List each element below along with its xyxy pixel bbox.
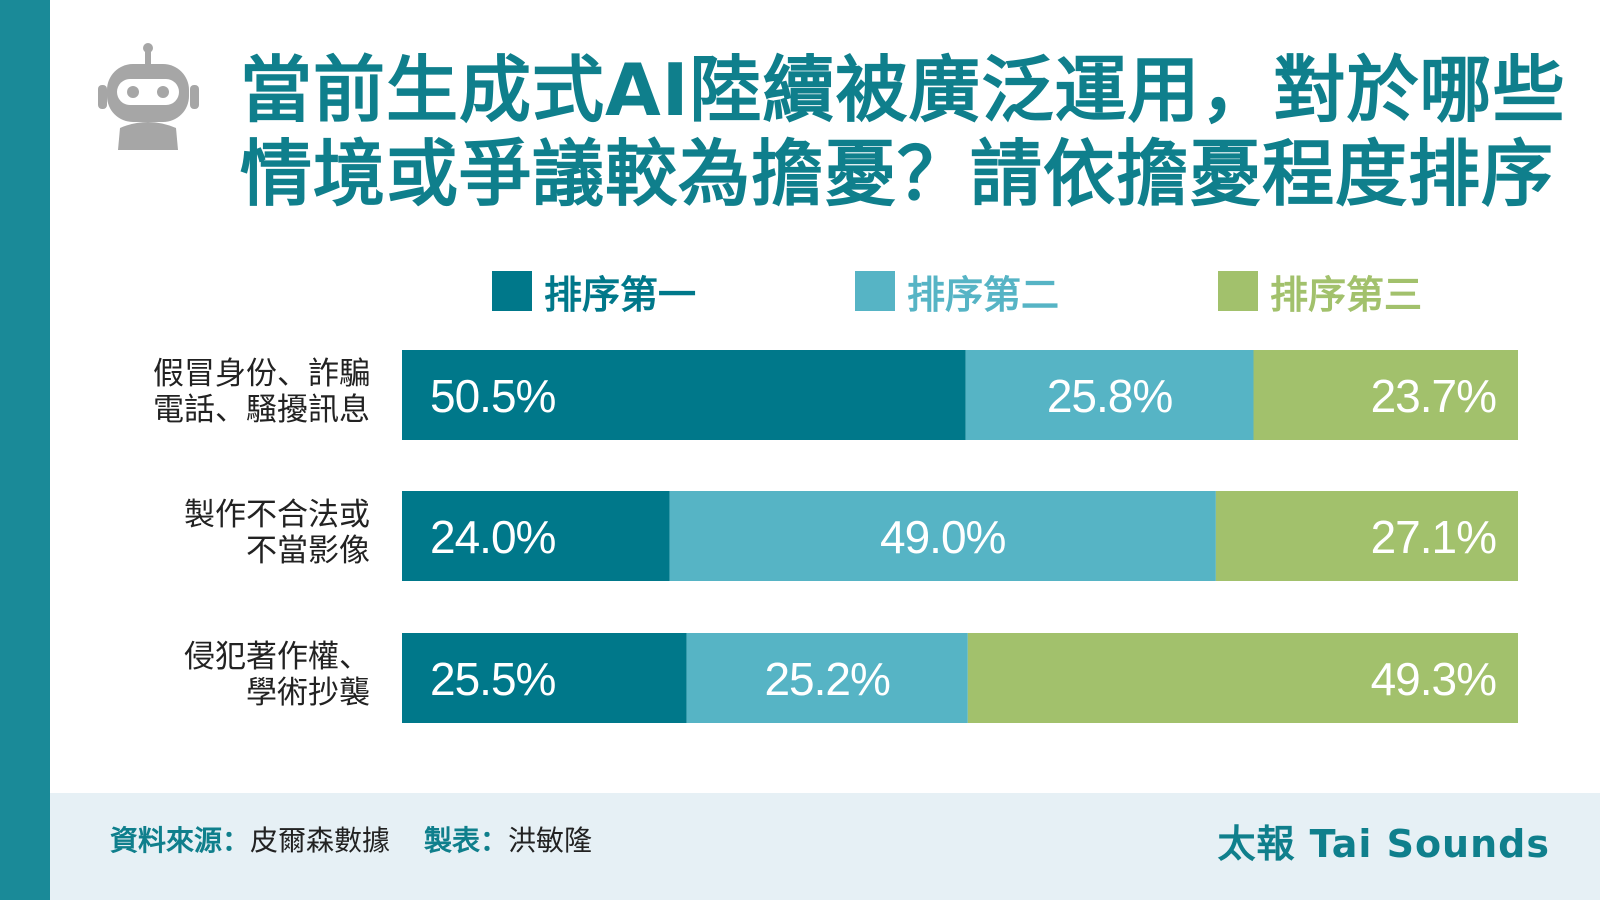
- data-label-r1-s2: 25.8%: [1047, 370, 1173, 422]
- category-label-r2-l1: 製作不合法或: [184, 497, 370, 533]
- bar-segment-r1-s1: [402, 350, 966, 440]
- data-label-r3-s3: 49.3%: [1371, 653, 1497, 705]
- data-label-r1-s1: 50.5%: [430, 370, 556, 422]
- source-value: 皮爾森數據: [250, 824, 391, 857]
- data-label-r2-s2: 49.0%: [880, 511, 1006, 563]
- source-label: 資料來源：: [110, 824, 251, 857]
- legend-label-rank2: 排序第二: [907, 272, 1060, 317]
- bar-segment-r2-s1: [402, 491, 670, 581]
- legend-swatch-rank1: [492, 271, 532, 311]
- footer-credits: 資料來源：皮爾森數據 製表：洪敏隆: [110, 819, 592, 859]
- bar-segment-r3-s3: [967, 633, 1518, 723]
- data-label-r3-s1: 25.5%: [430, 653, 556, 705]
- legend-item-rank2: 排序第二: [855, 268, 1059, 317]
- maker-label: 製表：: [424, 824, 509, 857]
- title-line-2: 情境或爭議較為擔憂？請依擔憂程度排序: [240, 132, 1555, 216]
- legend-swatch-rank2: [855, 271, 895, 311]
- page-title: 當前生成式AI陸續被廣泛運用，對於哪些 情境或爭議較為擔憂？請依擔憂程度排序: [240, 48, 1570, 216]
- chart-legend: 排序第一 排序第二 排序第三: [0, 268, 1600, 317]
- category-label-r1-l2: 電話、騷擾訊息: [153, 392, 370, 428]
- data-label-r1-s3: 23.7%: [1371, 370, 1497, 422]
- bar-segment-r2-s3: [1215, 491, 1518, 581]
- bar-segment-r3-s2: [686, 633, 968, 723]
- legend-item-rank1: 排序第一: [492, 268, 696, 317]
- legend-swatch-rank3: [1218, 271, 1258, 311]
- legend-label-rank3: 排序第三: [1270, 272, 1423, 317]
- maker-value: 洪敏隆: [508, 824, 593, 857]
- footer: 資料來源：皮爾森數據 製表：洪敏隆 太報 Tai Sounds: [50, 793, 1600, 900]
- category-label-r3-l2: 學術抄襲: [246, 675, 370, 711]
- bar-segment-r3-s1: [402, 633, 687, 723]
- legend-label-rank1: 排序第一: [544, 272, 697, 317]
- bar-segment-r1-s2: [965, 350, 1254, 440]
- robot-icon: [98, 43, 199, 150]
- bar-segment-r1-s3: [1253, 350, 1518, 440]
- category-label-r2-l2: 不當影像: [246, 533, 370, 569]
- side-accent-bar: [0, 0, 50, 900]
- data-label-r3-s2: 25.2%: [764, 653, 890, 705]
- data-label-r2-s1: 24.0%: [430, 511, 556, 563]
- category-label-r3-l1: 侵犯著作權、: [184, 639, 370, 675]
- bar-segment-r2-s2: [669, 491, 1216, 581]
- brand-logo-text: 太報 Tai Sounds: [1217, 822, 1550, 866]
- title-line-1: 當前生成式AI陸續被廣泛運用，對於哪些: [240, 48, 1566, 132]
- data-label-r2-s3: 27.1%: [1371, 511, 1497, 563]
- category-label-r1-l1: 假冒身份、詐騙: [153, 356, 370, 392]
- legend-item-rank3: 排序第三: [1218, 268, 1422, 317]
